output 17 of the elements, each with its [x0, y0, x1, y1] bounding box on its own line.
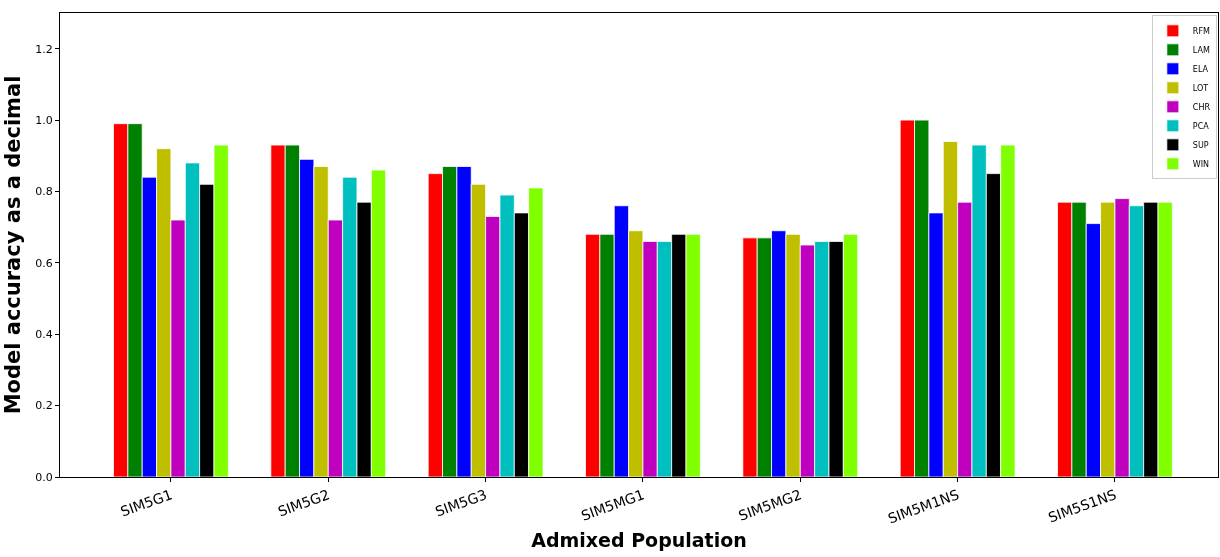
y-tick-label: 0.6 [35, 256, 53, 270]
legend-label: LAM [1192, 45, 1210, 55]
y-tick-label: 0.0 [35, 470, 53, 484]
y-tick-label: 0.2 [35, 399, 53, 413]
y-tick-label: 0.4 [35, 328, 53, 342]
x-axis-title: Admixed Population [531, 529, 747, 552]
y-axis-title: Model accuracy as a decimal [1, 75, 26, 415]
y-tick-label: 1.0 [35, 113, 53, 127]
legend-label: SUP [1192, 140, 1209, 150]
y-tick-label: 1.2 [35, 42, 53, 56]
legend-label: LOT [1192, 83, 1209, 93]
legend-label: ELA [1192, 64, 1209, 74]
y-tick-label: 0.8 [35, 185, 53, 199]
legend-label: WIN [1192, 159, 1210, 169]
legend-label: PCA [1192, 121, 1210, 131]
legend-label: RFM [1192, 26, 1210, 36]
legend-label: CHR [1192, 102, 1211, 112]
